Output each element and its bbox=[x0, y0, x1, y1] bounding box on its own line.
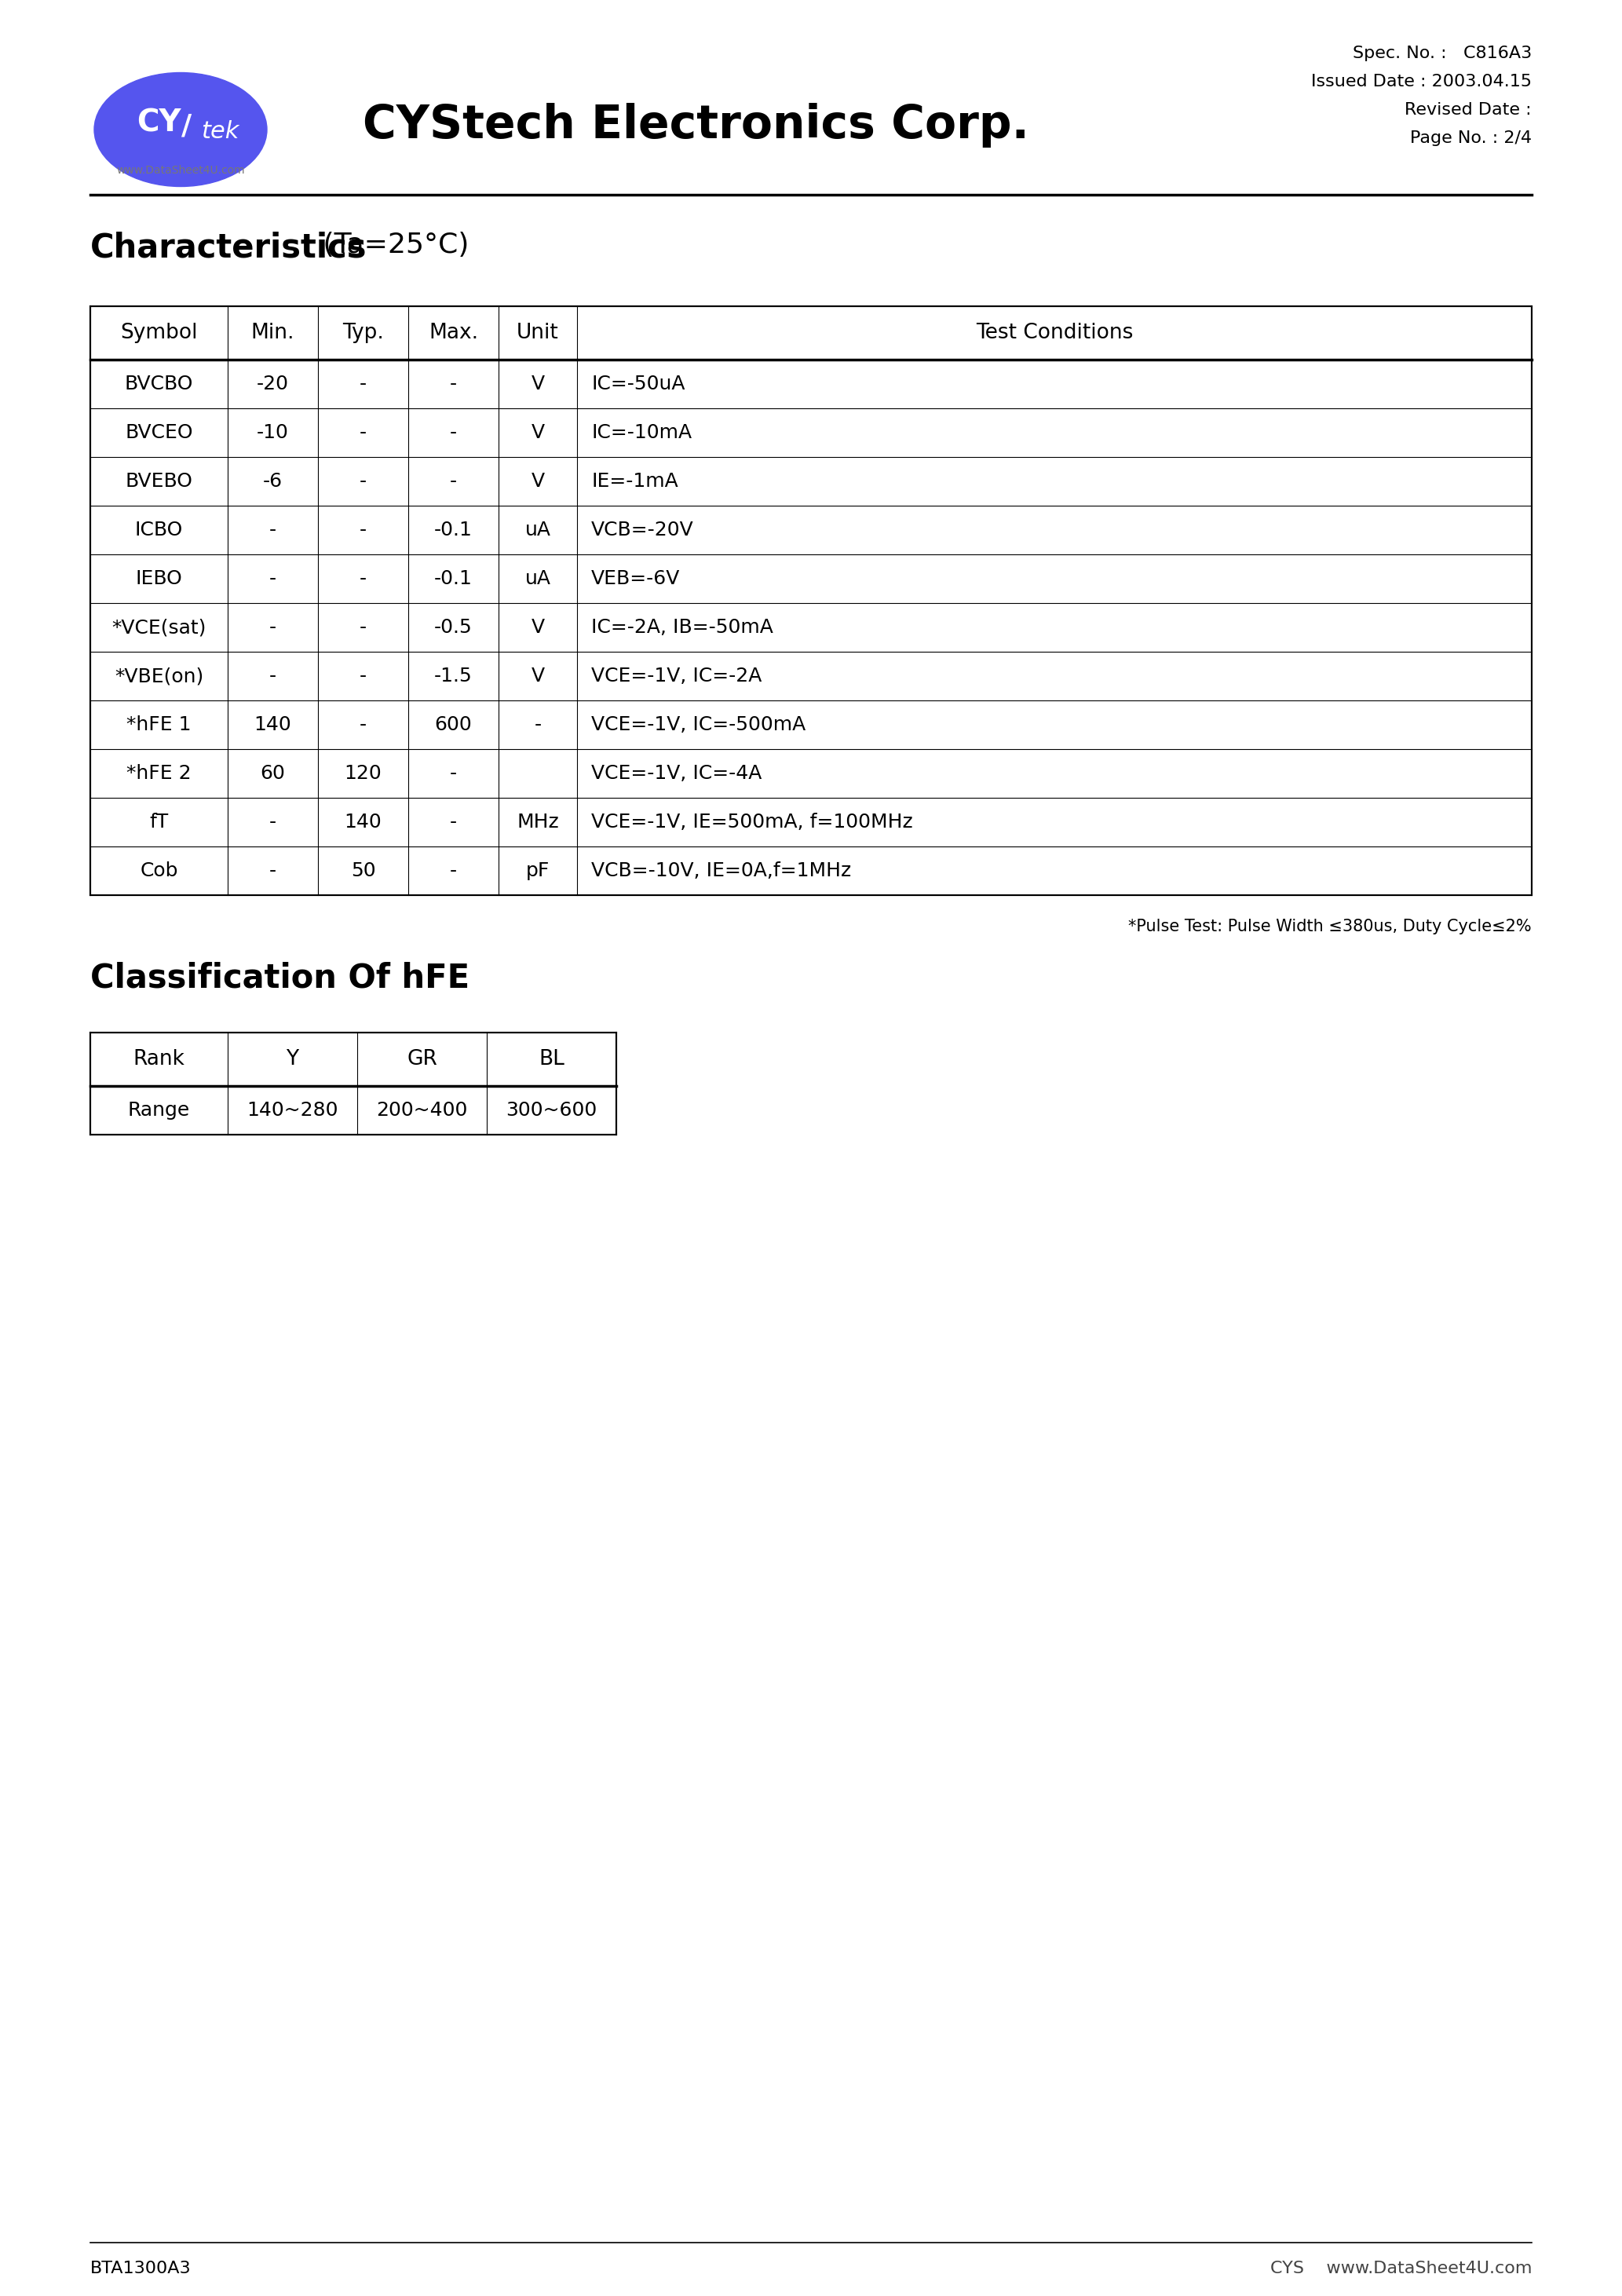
Text: IC=-2A, IB=-50mA: IC=-2A, IB=-50mA bbox=[590, 618, 774, 636]
Text: V: V bbox=[530, 618, 545, 636]
Text: V: V bbox=[530, 374, 545, 393]
Text: VCE=-1V, IC=-4A: VCE=-1V, IC=-4A bbox=[590, 765, 762, 783]
Text: 300~600: 300~600 bbox=[506, 1100, 597, 1120]
Text: ICBO: ICBO bbox=[135, 521, 183, 540]
Text: *VBE(on): *VBE(on) bbox=[115, 666, 203, 687]
Text: /: / bbox=[182, 113, 191, 140]
Text: -: - bbox=[269, 861, 276, 879]
Text: 200~400: 200~400 bbox=[376, 1100, 467, 1120]
Text: CY: CY bbox=[136, 108, 180, 138]
Text: (Ta=25°C): (Ta=25°C) bbox=[315, 232, 469, 259]
Text: Characteristics: Characteristics bbox=[91, 232, 367, 264]
Text: -: - bbox=[360, 422, 367, 443]
Text: -: - bbox=[449, 861, 457, 879]
Text: -: - bbox=[449, 422, 457, 443]
Text: *hFE 1: *hFE 1 bbox=[127, 716, 191, 735]
Text: *VCE(sat): *VCE(sat) bbox=[112, 618, 206, 636]
Text: -: - bbox=[360, 473, 367, 491]
Text: -: - bbox=[360, 666, 367, 687]
Text: -0.1: -0.1 bbox=[435, 521, 472, 540]
Text: -: - bbox=[269, 569, 276, 588]
Text: 50: 50 bbox=[350, 861, 376, 879]
Text: 140: 140 bbox=[255, 716, 292, 735]
Text: Unit: Unit bbox=[517, 324, 560, 342]
Text: -: - bbox=[449, 813, 457, 831]
Text: -6: -6 bbox=[263, 473, 282, 491]
Text: Cob: Cob bbox=[139, 861, 178, 879]
Text: BVEBO: BVEBO bbox=[125, 473, 193, 491]
Text: V: V bbox=[530, 666, 545, 687]
Text: 60: 60 bbox=[260, 765, 285, 783]
Text: VCE=-1V, IE=500mA, f=100MHz: VCE=-1V, IE=500mA, f=100MHz bbox=[590, 813, 913, 831]
Text: -: - bbox=[269, 521, 276, 540]
Text: CYS    www.DataSheet4U.com: CYS www.DataSheet4U.com bbox=[1270, 2262, 1531, 2275]
Text: Revised Date :: Revised Date : bbox=[1405, 101, 1531, 117]
Text: -20: -20 bbox=[256, 374, 289, 393]
Text: Range: Range bbox=[128, 1100, 190, 1120]
Text: uA: uA bbox=[526, 521, 551, 540]
Text: BVCBO: BVCBO bbox=[125, 374, 193, 393]
Text: GR: GR bbox=[407, 1049, 438, 1070]
Text: -: - bbox=[449, 765, 457, 783]
Text: -: - bbox=[449, 473, 457, 491]
Text: pF: pF bbox=[526, 861, 550, 879]
Text: -0.5: -0.5 bbox=[435, 618, 472, 636]
Text: -: - bbox=[269, 813, 276, 831]
Text: fT: fT bbox=[149, 813, 169, 831]
Bar bbox=[91, 305, 1531, 895]
Text: Spec. No. :   C816A3: Spec. No. : C816A3 bbox=[1353, 46, 1531, 62]
Text: Min.: Min. bbox=[251, 324, 295, 342]
Text: IEBO: IEBO bbox=[136, 569, 182, 588]
Text: -1.5: -1.5 bbox=[435, 666, 472, 687]
Text: Issued Date : 2003.04.15: Issued Date : 2003.04.15 bbox=[1311, 73, 1531, 90]
Text: -: - bbox=[534, 716, 542, 735]
Text: IC=-50uA: IC=-50uA bbox=[590, 374, 684, 393]
Text: IE=-1mA: IE=-1mA bbox=[590, 473, 678, 491]
Text: IC=-10mA: IC=-10mA bbox=[590, 422, 691, 443]
Text: -: - bbox=[360, 569, 367, 588]
Text: Y: Y bbox=[285, 1049, 298, 1070]
Text: -: - bbox=[269, 666, 276, 687]
Text: 600: 600 bbox=[435, 716, 472, 735]
Text: Page No. : 2/4: Page No. : 2/4 bbox=[1410, 131, 1531, 147]
Text: -: - bbox=[360, 716, 367, 735]
Text: -: - bbox=[449, 374, 457, 393]
Text: BTA1300A3: BTA1300A3 bbox=[91, 2262, 191, 2275]
Text: Symbol: Symbol bbox=[120, 324, 198, 342]
Text: Typ.: Typ. bbox=[342, 324, 384, 342]
Text: 140~280: 140~280 bbox=[247, 1100, 337, 1120]
Text: tek: tek bbox=[201, 119, 238, 142]
Text: Classification Of hFE: Classification Of hFE bbox=[91, 962, 470, 994]
Text: 120: 120 bbox=[344, 765, 381, 783]
Text: -10: -10 bbox=[256, 422, 289, 443]
Text: Test Conditions: Test Conditions bbox=[976, 324, 1134, 342]
Bar bbox=[91, 1033, 616, 1134]
Ellipse shape bbox=[94, 73, 268, 186]
Text: -: - bbox=[360, 374, 367, 393]
Text: -: - bbox=[360, 618, 367, 636]
Text: BVCEO: BVCEO bbox=[125, 422, 193, 443]
Text: www.DataSheet4U.com: www.DataSheet4U.com bbox=[117, 165, 245, 177]
Text: *Pulse Test: Pulse Width ≤380us, Duty Cycle≤2%: *Pulse Test: Pulse Width ≤380us, Duty Cy… bbox=[1129, 918, 1531, 934]
Text: -: - bbox=[360, 521, 367, 540]
Text: *hFE 2: *hFE 2 bbox=[127, 765, 191, 783]
Text: uA: uA bbox=[526, 569, 551, 588]
Text: BL: BL bbox=[539, 1049, 564, 1070]
Text: V: V bbox=[530, 473, 545, 491]
Text: VCB=-10V, IE=0A,f=1MHz: VCB=-10V, IE=0A,f=1MHz bbox=[590, 861, 852, 879]
Text: VCE=-1V, IC=-2A: VCE=-1V, IC=-2A bbox=[590, 666, 762, 687]
Text: Rank: Rank bbox=[133, 1049, 185, 1070]
Text: VCB=-20V: VCB=-20V bbox=[590, 521, 694, 540]
Text: -0.1: -0.1 bbox=[435, 569, 472, 588]
Text: CYStech Electronics Corp.: CYStech Electronics Corp. bbox=[362, 103, 1028, 147]
Text: V: V bbox=[530, 422, 545, 443]
Text: MHz: MHz bbox=[517, 813, 560, 831]
Text: Max.: Max. bbox=[428, 324, 478, 342]
Text: VCE=-1V, IC=-500mA: VCE=-1V, IC=-500mA bbox=[590, 716, 806, 735]
Text: VEB=-6V: VEB=-6V bbox=[590, 569, 680, 588]
Text: 140: 140 bbox=[344, 813, 381, 831]
Text: -: - bbox=[269, 618, 276, 636]
